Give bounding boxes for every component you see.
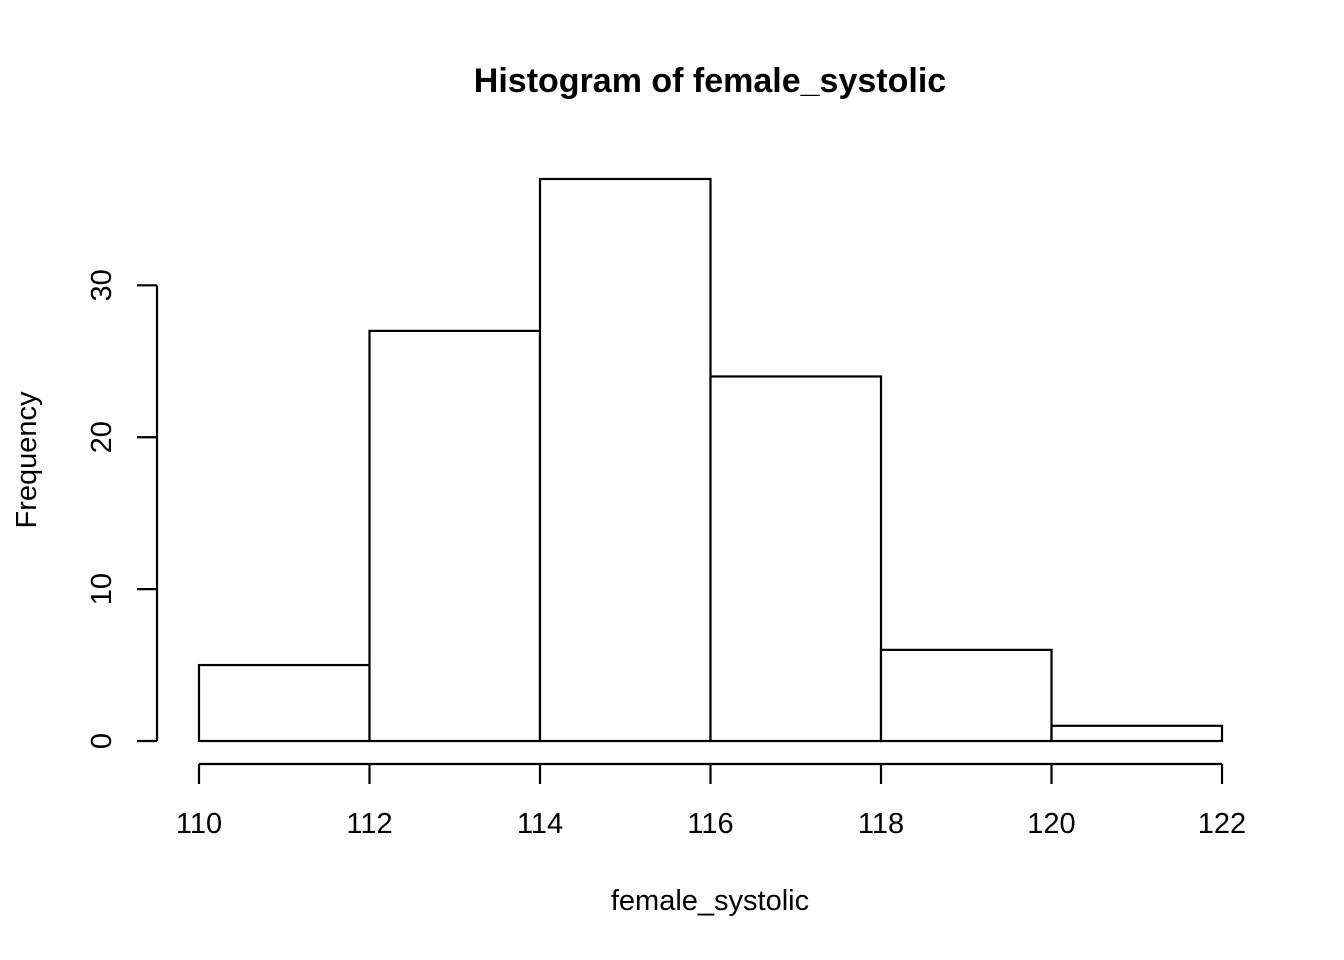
y-tick-label: 20 xyxy=(86,421,118,453)
x-axis-label: female_systolic xyxy=(611,885,809,917)
x-tick-label: 122 xyxy=(1198,808,1246,840)
x-tick-label: 112 xyxy=(346,808,392,840)
y-axis: 0 10 20 30 xyxy=(86,269,159,749)
x-tick-label: 114 xyxy=(517,808,563,840)
histogram-bar-118-120 xyxy=(879,648,1053,743)
x-tick-label: 110 xyxy=(176,808,222,840)
bars-group xyxy=(197,177,1224,743)
histogram-bar-116-118 xyxy=(709,375,883,743)
y-tick-label: 10 xyxy=(86,573,118,605)
y-tick-label: 0 xyxy=(86,733,118,749)
y-axis-label: Frequency xyxy=(11,391,43,529)
histogram-bar-112-114 xyxy=(368,329,542,743)
histogram-bar-110-112 xyxy=(197,663,371,743)
x-tick-label: 118 xyxy=(858,808,904,840)
chart-title: Histogram of female_systolic xyxy=(474,62,946,100)
histogram-bar-120-122 xyxy=(1050,724,1224,743)
x-tick-label: 120 xyxy=(1027,808,1075,840)
histogram-bar-114-116 xyxy=(538,177,712,743)
x-tick-label: 116 xyxy=(687,808,733,840)
y-tick-label: 30 xyxy=(86,269,118,301)
x-axis: 110 112 114 116 118 120 122 xyxy=(176,762,1246,840)
